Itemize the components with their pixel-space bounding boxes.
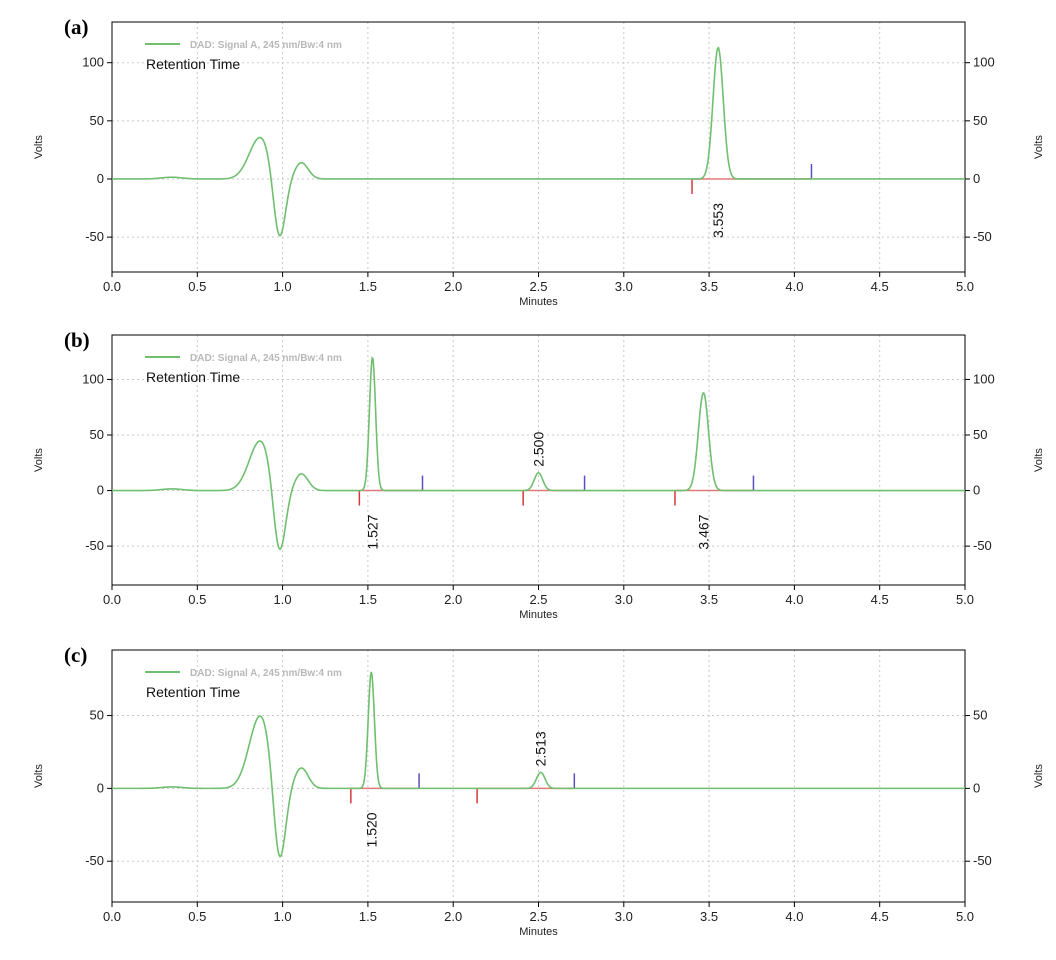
y-axis-title-right: Volts — [1033, 135, 1045, 159]
y-tick-label-right: 50 — [973, 427, 987, 442]
peak-label: 1.520 — [363, 812, 379, 847]
y-tick-label-left: 50 — [90, 113, 104, 128]
y-axis-title-right: Volts — [1033, 764, 1045, 788]
peak-label: 3.467 — [695, 514, 711, 549]
y-tick-label-right: 100 — [973, 371, 995, 386]
y-tick-label-left: -50 — [85, 853, 104, 868]
x-tick-label: 3.5 — [700, 279, 718, 294]
x-tick-label: 0.5 — [188, 592, 206, 607]
legend-entry: DAD: Signal A, 245 nm/Bw:4 nm — [190, 668, 342, 679]
y-tick-label-right: 50 — [973, 113, 987, 128]
x-tick-label: 4.5 — [871, 909, 889, 924]
x-tick-label: 5.0 — [956, 592, 974, 607]
x-tick-label: 4.5 — [871, 592, 889, 607]
x-tick-label: 1.5 — [359, 909, 377, 924]
peak-label: 2.513 — [533, 731, 549, 766]
peak-label: 2.500 — [531, 432, 547, 467]
y-axis-title-right: Volts — [1033, 448, 1045, 472]
y-tick-label-left: 100 — [82, 55, 104, 70]
x-tick-label: 0.0 — [103, 909, 121, 924]
x-tick-label: 1.5 — [359, 279, 377, 294]
x-tick-label: 2.0 — [444, 909, 462, 924]
y-tick-label-left: 0 — [97, 780, 104, 795]
y-tick-label-right: 50 — [973, 708, 987, 723]
x-tick-label: 1.5 — [359, 592, 377, 607]
x-tick-label: 4.5 — [871, 279, 889, 294]
retention-time-annotation: Retention Time — [146, 56, 240, 72]
y-tick-label-left: 50 — [90, 708, 104, 723]
panel-label-c: (c) — [64, 643, 87, 667]
y-tick-label-right: 0 — [973, 171, 980, 186]
x-axis-title: Minutes — [519, 296, 558, 308]
panel-label-b: (b) — [64, 328, 90, 352]
x-tick-label: 5.0 — [956, 279, 974, 294]
legend-entry: DAD: Signal A, 245 nm/Bw:4 nm — [190, 40, 342, 51]
x-tick-label: 0.0 — [103, 279, 121, 294]
x-tick-label: 1.0 — [274, 279, 292, 294]
x-tick-label: 3.0 — [615, 592, 633, 607]
y-tick-label-left: 0 — [97, 483, 104, 498]
peak-label: 1.527 — [365, 514, 381, 549]
y-axis-title-left: Volts — [33, 764, 45, 788]
retention-time-annotation: Retention Time — [146, 369, 240, 385]
x-tick-label: 5.0 — [956, 909, 974, 924]
signal-trace — [112, 46, 965, 237]
y-tick-label-left: 50 — [90, 427, 104, 442]
y-axis-title-left: Volts — [33, 448, 45, 472]
x-axis-title: Minutes — [519, 609, 558, 621]
y-tick-label-right: -50 — [973, 853, 992, 868]
x-tick-label: 2.5 — [529, 592, 547, 607]
y-tick-label-right: -50 — [973, 538, 992, 553]
y-tick-label-right: 100 — [973, 55, 995, 70]
signal-trace — [112, 671, 965, 858]
y-tick-label-right: 0 — [973, 483, 980, 498]
x-tick-label: 0.5 — [188, 279, 206, 294]
chromatogram-panel-c: 0.0 0.5 1.0 1.5 2.0 2.5 3.0 3.5 4.0 4.5 5.0 -50 -50 0… — [33, 643, 1045, 938]
peak-label: 3.553 — [710, 203, 726, 238]
x-tick-label: 0.0 — [103, 592, 121, 607]
x-tick-label: 2.0 — [444, 592, 462, 607]
x-tick-label: 3.5 — [700, 909, 718, 924]
panel-label-a: (a) — [64, 15, 89, 39]
x-tick-label: 2.0 — [444, 279, 462, 294]
y-tick-label-left: -50 — [85, 538, 104, 553]
x-tick-label: 1.0 — [274, 592, 292, 607]
x-axis-title: Minutes — [519, 926, 558, 938]
x-tick-label: 4.0 — [785, 592, 803, 607]
legend-entry: DAD: Signal A, 245 nm/Bw:4 nm — [190, 353, 342, 364]
retention-time-annotation: Retention Time — [146, 684, 240, 700]
x-tick-label: 4.0 — [785, 909, 803, 924]
x-tick-label: 2.5 — [529, 909, 547, 924]
x-tick-label: 2.5 — [529, 279, 547, 294]
y-axis-title-left: Volts — [33, 135, 45, 159]
x-tick-label: 3.0 — [615, 909, 633, 924]
y-tick-label-left: -50 — [85, 229, 104, 244]
y-tick-label-left: 100 — [82, 371, 104, 386]
y-tick-label-right: -50 — [973, 229, 992, 244]
x-tick-label: 3.5 — [700, 592, 718, 607]
y-tick-label-right: 0 — [973, 780, 980, 795]
x-tick-label: 0.5 — [188, 909, 206, 924]
signal-trace — [112, 356, 965, 551]
x-tick-label: 3.0 — [615, 279, 633, 294]
chromatogram-panel-a: 0.0 0.5 1.0 1.5 2.0 2.5 3.0 3.5 4.0 4.5 5.0 -50 -50 0… — [33, 15, 1045, 308]
chromatogram-panel-b: 0.0 0.5 1.0 1.5 2.0 2.5 3.0 3.5 4.0 4.5 5.0 -50 -50 0… — [33, 328, 1045, 621]
y-tick-label-left: 0 — [97, 171, 104, 186]
x-tick-label: 4.0 — [785, 279, 803, 294]
x-tick-label: 1.0 — [274, 909, 292, 924]
